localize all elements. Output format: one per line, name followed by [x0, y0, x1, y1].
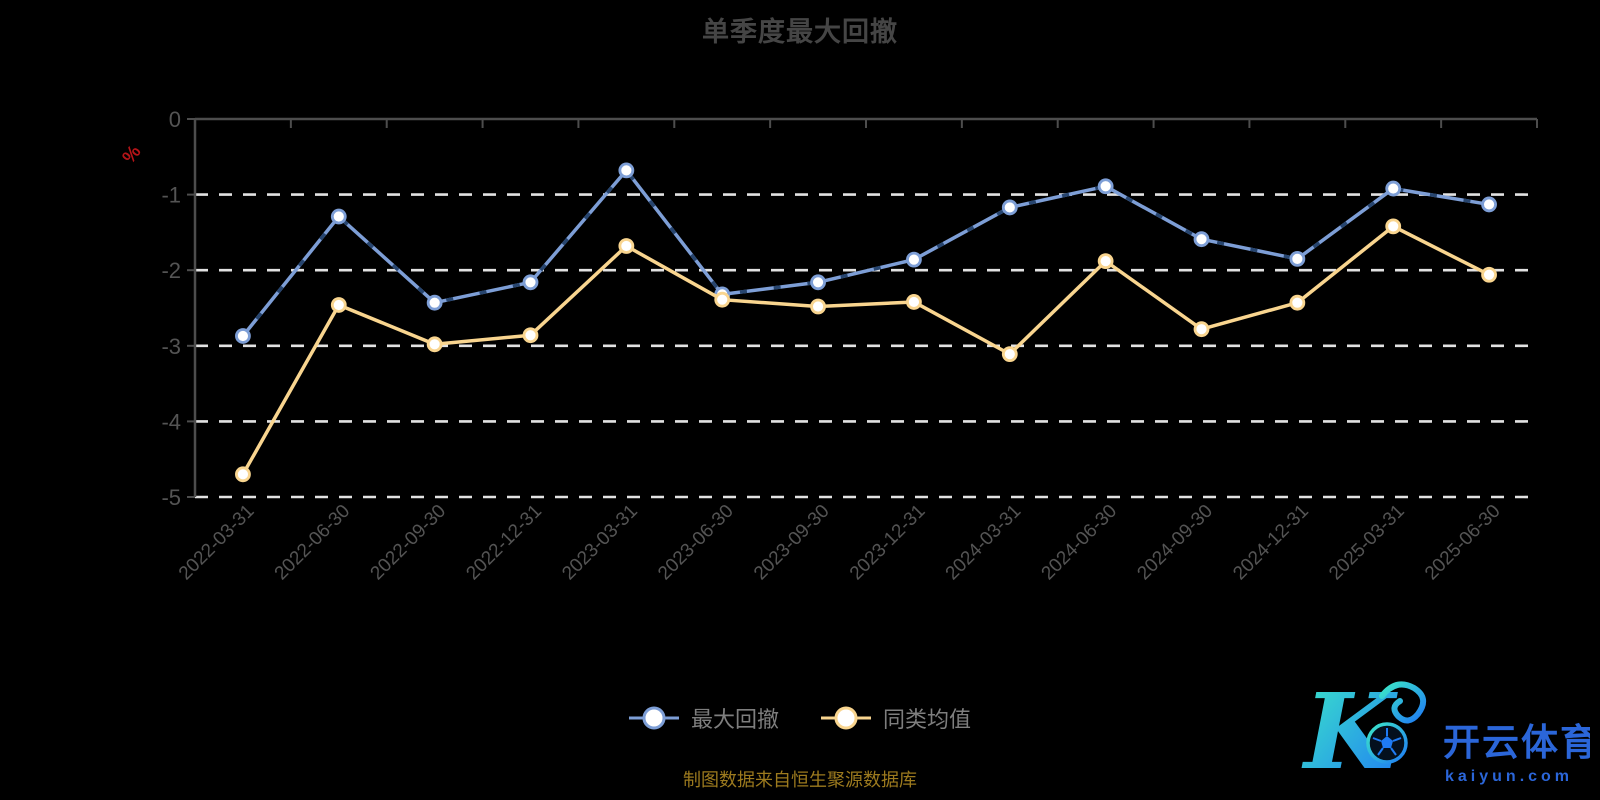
x-axis-label: 2024-06-30 — [1038, 501, 1122, 585]
data-point-s0-9[interactable] — [1097, 178, 1114, 195]
data-point-s0-13[interactable] — [1481, 196, 1497, 213]
data-point-s1-7[interactable] — [906, 294, 922, 310]
x-axis-label: 2023-06-30 — [654, 501, 738, 585]
data-point-s1-11[interactable] — [1289, 294, 1306, 311]
y-axis-label: -2 — [161, 258, 181, 283]
data-point-s1-4[interactable] — [618, 238, 635, 254]
data-point-s1-5[interactable] — [714, 291, 731, 308]
x-axis-label: 2022-12-31 — [462, 501, 546, 585]
series-line-0-dash-overlay — [241, 168, 1490, 338]
x-axis-label: 2022-09-30 — [367, 501, 451, 585]
y-axis-label: -5 — [161, 485, 181, 510]
legend-marker-category-average — [821, 706, 871, 730]
data-point-s1-9[interactable] — [1097, 253, 1114, 270]
x-axis-label: 2023-03-31 — [558, 501, 642, 585]
data-point-s0-12[interactable] — [1385, 180, 1402, 197]
k-swirl — [1379, 681, 1427, 724]
data-point-s0-6[interactable] — [810, 274, 826, 291]
x-axis-label: 2023-12-31 — [846, 501, 930, 585]
watermark-domain-text: kaiyun.com — [1445, 768, 1573, 785]
data-source-note: 制图数据来自恒生聚源数据库 — [683, 770, 917, 790]
legend-item-max-drawdown[interactable]: 最大回撤 — [628, 702, 779, 734]
x-axis-label: 2024-12-31 — [1229, 501, 1313, 585]
data-point-s0-7[interactable] — [906, 251, 922, 268]
data-point-s1-6[interactable] — [810, 298, 826, 315]
data-point-s1-3[interactable] — [522, 327, 539, 344]
series-line-1 — [241, 224, 1491, 477]
data-point-s1-10[interactable] — [1193, 321, 1210, 338]
y-axis-label: -4 — [161, 409, 181, 434]
data-point-s0-0[interactable] — [235, 328, 251, 344]
data-point-s0-3[interactable] — [522, 274, 539, 291]
x-axis-label: 2022-06-30 — [271, 501, 355, 585]
watermark-brand-text: 开云体育 — [1443, 722, 1590, 763]
data-point-s0-1[interactable] — [330, 208, 347, 225]
x-axis-label: 2023-09-30 — [750, 501, 834, 585]
legend-marker-max-drawdown — [628, 706, 679, 730]
legend-label-max-drawdown: 最大回撤 — [690, 707, 779, 732]
soccer-ball-icon — [1366, 722, 1408, 764]
data-point-s0-8[interactable] — [1001, 199, 1018, 216]
y-axis-label: 0 — [169, 107, 181, 132]
x-axis-label: 2024-09-30 — [1133, 501, 1217, 585]
data-point-s1-1[interactable] — [330, 297, 347, 313]
data-point-s1-12[interactable] — [1385, 218, 1402, 235]
x-axis-label: 2025-06-30 — [1421, 501, 1505, 585]
data-point-s1-8[interactable] — [1001, 346, 1018, 363]
data-point-s0-10[interactable] — [1193, 231, 1210, 248]
y-axis-label: -3 — [161, 334, 181, 359]
y-axis-label: -1 — [161, 183, 181, 208]
legend-label-category-average: 同类均值 — [883, 707, 972, 732]
chart-title: 单季度最大回撤 — [702, 17, 898, 47]
x-axis-label: 2022-03-31 — [175, 501, 259, 585]
data-point-s1-0[interactable] — [235, 466, 251, 483]
chart-legend: 最大回撤 同类均值 — [0, 702, 1600, 734]
kaiyun-watermark-logo[interactable]: K 开云体育 kaiyun.com — [1290, 660, 1590, 792]
data-point-s0-11[interactable] — [1289, 250, 1306, 267]
legend-item-category-average[interactable]: 同类均值 — [821, 702, 971, 734]
x-axis-label: 2024-03-31 — [942, 501, 1026, 585]
data-point-s1-2[interactable] — [426, 336, 443, 353]
x-axis-label: 2025-03-31 — [1325, 501, 1409, 585]
data-point-s0-2[interactable] — [426, 294, 443, 311]
data-point-s0-4[interactable] — [618, 162, 635, 179]
data-point-s1-13[interactable] — [1481, 266, 1497, 283]
kaiyun-k-mark: K — [1301, 670, 1427, 792]
